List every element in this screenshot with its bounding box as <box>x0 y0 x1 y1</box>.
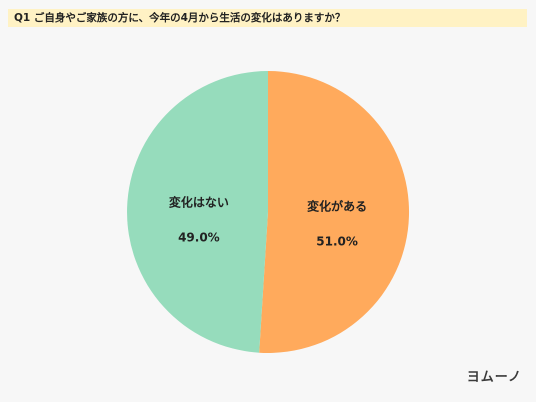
slice-category-label-0: 変化がある <box>307 199 367 214</box>
pie-labels: 変化がある 51.0% 変化はない 49.0% <box>169 194 367 248</box>
slice-value-label-1: 49.0% <box>178 230 220 244</box>
pie-slice-1 <box>127 71 268 353</box>
pie-slice-0 <box>259 70 410 353</box>
question-title: Q1 ご自身やご家族の方に、今年の4月から生活の変化はありますか？ <box>14 12 346 24</box>
pie-slices <box>127 70 410 353</box>
slice-value-label-0: 51.0% <box>316 235 358 249</box>
slice-category-label-1: 変化はない <box>169 194 229 209</box>
brand-logo: ヨムーノ <box>466 370 522 385</box>
question-title-bar: Q1 ご自身やご家族の方に、今年の4月から生活の変化はありますか？ <box>8 9 527 27</box>
